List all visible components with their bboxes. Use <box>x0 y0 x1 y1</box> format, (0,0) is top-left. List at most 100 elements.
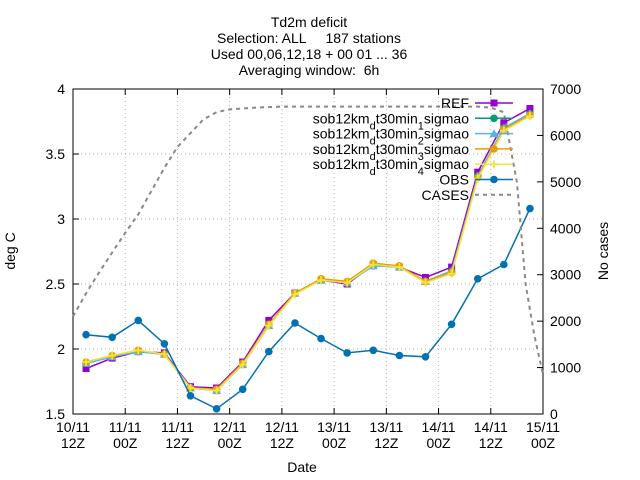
y-axis-label: deg C <box>2 232 18 269</box>
legend-marker <box>490 99 498 107</box>
series-line <box>85 115 531 392</box>
data-point <box>343 278 352 287</box>
data-point <box>238 360 247 369</box>
x-tick-label: 13/11 <box>317 419 351 435</box>
title-line-1: Td2m deficit <box>271 14 347 30</box>
legend-entry: sob12kmdt30min1sigmao <box>313 110 513 132</box>
plot-frame <box>72 88 544 415</box>
data-point <box>317 276 326 285</box>
data-point <box>160 350 169 359</box>
series-line <box>86 208 531 410</box>
legend-entry: REF <box>441 95 513 111</box>
legend-label: sob12kmdt30min3sigmao <box>313 141 469 163</box>
x-tick-label-time: 00Z <box>218 435 243 451</box>
x-tick-label-time: 12Z <box>61 435 86 451</box>
data-point <box>525 112 534 121</box>
x-tick-label: 11/11 <box>109 419 142 435</box>
data-point <box>317 334 325 343</box>
y2-tick-label: 1000 <box>550 360 581 376</box>
data-point <box>82 330 90 339</box>
data-point <box>134 316 143 325</box>
plot-area <box>72 105 544 413</box>
data-point <box>447 269 456 278</box>
x-tick-label-time: 12Z <box>374 435 399 451</box>
x-tick-label: 14/11 <box>422 419 456 435</box>
title-line-4: Averaging window: 6h <box>239 62 380 78</box>
title-line-3: Used 00,06,12,18 + 00 01 ... 36 <box>211 46 408 62</box>
legend-marker <box>490 145 498 153</box>
x-tick-label-time: 00Z <box>322 435 347 451</box>
series-6 <box>72 105 544 375</box>
legend-label: OBS <box>439 172 469 188</box>
x-tick-label: 12/11 <box>265 419 299 435</box>
x-tick-label-time: 00Z <box>531 435 556 451</box>
data-point <box>421 278 430 287</box>
data-point <box>265 316 273 324</box>
data-point <box>108 351 117 360</box>
x-tick-label-time: 12Z <box>270 435 295 451</box>
y2-tick-label: 4000 <box>550 220 581 236</box>
y-tick-label: 2 <box>57 341 65 357</box>
series-4 <box>82 112 534 395</box>
legend: REFsob12kmdt30min1sigmaosob12kmdt30min2s… <box>313 95 513 203</box>
series-5 <box>82 204 534 413</box>
data-point <box>395 351 404 360</box>
data-point <box>186 392 195 400</box>
data-point <box>500 260 508 269</box>
y2-tick-label: 0 <box>550 406 558 422</box>
y-tick-label: 2.5 <box>46 276 66 292</box>
data-point <box>82 365 90 372</box>
legend-marker <box>489 129 499 138</box>
data-point <box>238 385 247 394</box>
legend-marker <box>490 160 498 169</box>
y2-tick-label: 5000 <box>550 174 581 190</box>
legend-marker <box>490 175 498 184</box>
y-tick-label: 3.5 <box>46 146 66 162</box>
y2-tick-label: 3000 <box>550 267 581 283</box>
legend-label: REF <box>441 95 469 111</box>
data-point <box>212 386 221 395</box>
data-point <box>264 321 273 330</box>
data-point <box>369 346 378 355</box>
x-tick-label: 11/11 <box>161 419 194 435</box>
y2-tick-label: 7000 <box>550 81 581 97</box>
data-point <box>343 349 351 357</box>
grid-lines <box>73 89 543 414</box>
tick-labels: 1.5 2 2.5 3 3.5 4 0 1000 2000 3000 4000 5000 6000 700… <box>46 81 582 451</box>
y2-tick-label: 2000 <box>550 313 581 329</box>
data-point <box>526 204 534 213</box>
y-tick-label: 4 <box>57 81 65 97</box>
x-tick-label: 12/11 <box>213 419 247 435</box>
x-tick-label-time: 00Z <box>113 435 138 451</box>
title-line-2: Selection: ALL 187 stations <box>217 30 401 46</box>
y2-tick-label: 6000 <box>550 127 581 143</box>
legend-label: sob12kmdt30min4sigmao <box>313 156 469 178</box>
y-tick-label: 1.5 <box>46 406 66 422</box>
x-tick-label-time: 12Z <box>165 435 190 451</box>
legend-entry: OBS <box>439 172 513 188</box>
data-point <box>108 333 116 342</box>
x-axis-label: Date <box>287 459 317 475</box>
data-point <box>526 105 534 112</box>
legend-label: sob12kmdt30min1sigmao <box>313 110 469 132</box>
legend-entry: sob12kmdt30min4sigmao <box>313 156 513 178</box>
data-point <box>160 340 169 348</box>
x-tick-label-time: 00Z <box>426 435 451 451</box>
data-point <box>186 384 195 392</box>
data-point <box>473 174 482 183</box>
data-point <box>82 358 91 366</box>
legend-entry: sob12kmdt30min3sigmao <box>313 141 513 163</box>
series-line <box>72 105 544 375</box>
x-tick-label: 13/11 <box>369 419 403 435</box>
data-point <box>265 347 273 356</box>
data-point <box>290 290 299 299</box>
data-point <box>369 260 378 269</box>
data-point <box>500 119 508 127</box>
legend-label: sob12kmdt30min2sigmao <box>313 126 469 148</box>
legend-label: CASES <box>422 187 469 203</box>
y-tick-label: 3 <box>57 211 65 227</box>
legend-entry: CASES <box>422 187 513 203</box>
data-point <box>134 346 143 355</box>
x-tick-label: 15/11 <box>526 419 560 435</box>
